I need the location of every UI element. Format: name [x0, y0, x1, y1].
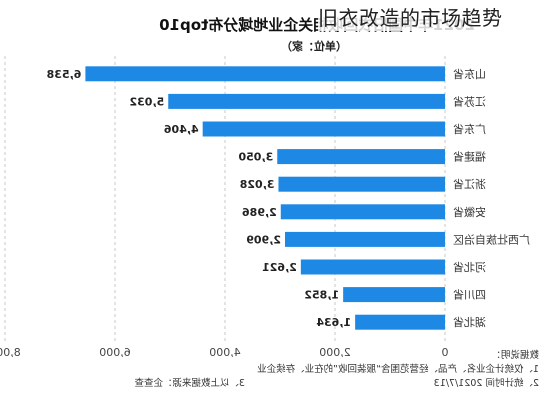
- category-label: 广东省: [453, 123, 486, 136]
- notes-line-1: 1、仅统计企业名、产品、经营范围含“服装回收”的在业、存续企业: [257, 363, 539, 375]
- category-label: 安徽省: [453, 205, 486, 219]
- category-label: 湖北省: [453, 316, 486, 329]
- value-label: 3,028: [240, 178, 275, 191]
- bar: [343, 287, 445, 303]
- category-label: 广西壮族自治区: [453, 232, 530, 246]
- x-tick-label: 6,000: [99, 346, 131, 359]
- value-label: 1,634: [316, 316, 351, 329]
- bars: 山东省 6,538 江苏省 5,032 广东省 4,406 福建省 3,050 浙江省 3,028…: [47, 66, 530, 330]
- bar: [202, 121, 445, 137]
- bar: [278, 176, 445, 192]
- category-label: 四川省: [453, 289, 486, 302]
- value-label: 2,909: [246, 233, 281, 246]
- category-label: 江苏省: [453, 95, 486, 108]
- overlay-title: 旧衣改造的市场趋势: [318, 2, 503, 31]
- notes-title: 数据说明：: [491, 349, 539, 361]
- notes-line-3: 3、以上数据来源：企查查: [134, 377, 245, 389]
- x-tick-label: 8,000: [0, 346, 21, 359]
- bar: [280, 204, 445, 220]
- category-label: 福建省: [453, 150, 486, 164]
- value-label: 2,621: [262, 261, 297, 274]
- x-axis: 0 2,000 4,000 6,000 8,000: [0, 346, 449, 359]
- value-label: 1,852: [304, 289, 339, 302]
- value-label: 6,538: [47, 68, 82, 81]
- value-label: 3,050: [238, 151, 273, 164]
- value-label: 2,986: [242, 206, 277, 219]
- notes-line-2: 2、统计时间 2021/7/13: [434, 377, 539, 389]
- x-tick-label: 4,000: [209, 346, 241, 359]
- bar: [85, 66, 445, 82]
- category-label: 山东省: [453, 68, 486, 81]
- category-label: 浙江省: [453, 178, 486, 191]
- unit-label: （单位：家）: [281, 39, 347, 53]
- value-label: 4,406: [164, 123, 199, 136]
- bar: [355, 314, 445, 330]
- x-tick-label: 2,000: [319, 346, 351, 359]
- notes-block: 数据说明： 1、仅统计企业名、产品、经营范围含“服装回收”的在业、存续企业 2、…: [134, 349, 539, 389]
- bar: [168, 93, 445, 109]
- bar: [300, 259, 445, 275]
- bar: [285, 231, 445, 247]
- bar: [277, 149, 445, 165]
- x-tick-label: 0: [442, 346, 449, 359]
- value-label: 5,032: [129, 95, 164, 108]
- category-label: 河北省: [453, 261, 486, 274]
